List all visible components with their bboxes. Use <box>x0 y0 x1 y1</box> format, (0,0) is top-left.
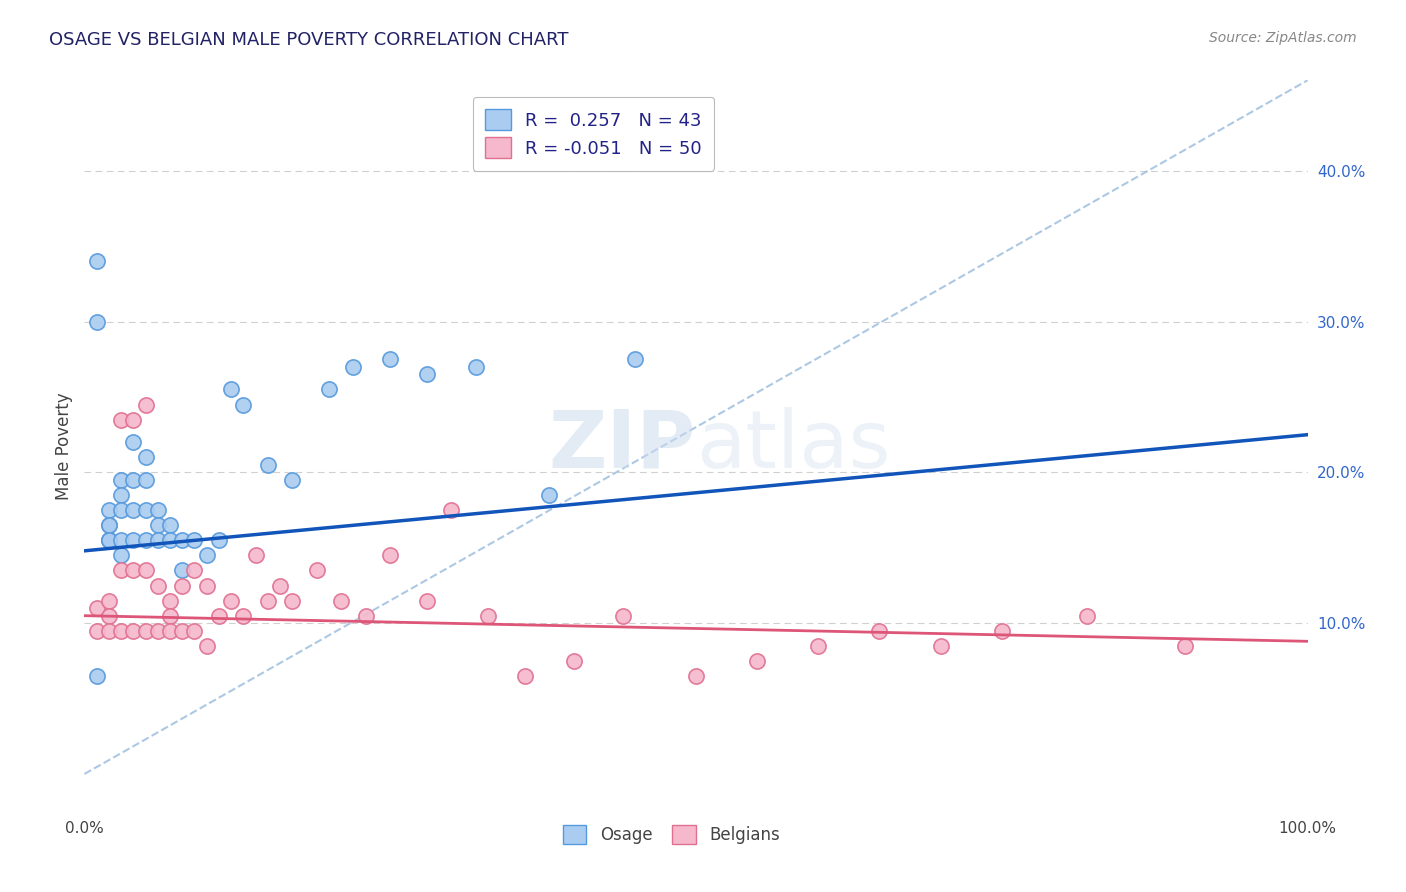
Point <box>110 488 132 502</box>
Point <box>195 578 218 592</box>
Point <box>624 352 647 367</box>
Point <box>538 488 561 502</box>
Point <box>232 398 254 412</box>
Point <box>122 435 145 450</box>
Point <box>97 533 120 548</box>
Point <box>183 624 205 638</box>
Point <box>257 593 280 607</box>
Point <box>612 608 634 623</box>
Point <box>135 624 157 638</box>
Text: OSAGE VS BELGIAN MALE POVERTY CORRELATION CHART: OSAGE VS BELGIAN MALE POVERTY CORRELATIO… <box>49 31 568 49</box>
Point <box>97 518 120 533</box>
Point <box>122 563 145 577</box>
Point <box>195 549 218 563</box>
Point <box>146 624 169 638</box>
Point <box>110 473 132 487</box>
Point <box>146 578 169 592</box>
Point <box>257 458 280 472</box>
Point <box>245 549 267 563</box>
Point <box>135 473 157 487</box>
Point <box>122 503 145 517</box>
Point <box>464 359 486 374</box>
Point <box>159 608 181 623</box>
Point <box>342 359 364 374</box>
Point <box>685 669 707 683</box>
Point <box>122 533 145 548</box>
Point <box>159 518 181 533</box>
Text: Source: ZipAtlas.com: Source: ZipAtlas.com <box>1209 31 1357 45</box>
Point <box>97 608 120 623</box>
Point <box>208 533 231 548</box>
Point <box>110 412 132 426</box>
Point <box>562 654 585 668</box>
Point <box>110 563 132 577</box>
Point <box>86 669 108 683</box>
Point <box>440 503 463 517</box>
Point <box>172 533 194 548</box>
Point <box>110 549 132 563</box>
Y-axis label: Male Poverty: Male Poverty <box>55 392 73 500</box>
Point <box>146 533 169 548</box>
Point <box>1076 608 1098 623</box>
Point <box>281 593 304 607</box>
Point <box>146 503 169 517</box>
Point <box>513 669 536 683</box>
Point <box>122 473 145 487</box>
Point <box>219 383 242 397</box>
Point <box>135 533 157 548</box>
Point <box>86 624 108 638</box>
Point <box>86 601 108 615</box>
Point <box>416 593 439 607</box>
Point <box>97 533 120 548</box>
Point <box>97 503 120 517</box>
Point <box>330 593 353 607</box>
Point <box>318 383 340 397</box>
Point <box>122 412 145 426</box>
Point <box>380 549 402 563</box>
Point <box>183 563 205 577</box>
Point <box>219 593 242 607</box>
Point <box>172 563 194 577</box>
Point <box>110 533 132 548</box>
Point <box>159 533 181 548</box>
Point <box>208 608 231 623</box>
Point <box>281 473 304 487</box>
Point <box>183 533 205 548</box>
Point <box>1174 639 1197 653</box>
Point <box>416 368 439 382</box>
Point <box>305 563 328 577</box>
Point <box>380 352 402 367</box>
Point <box>122 624 145 638</box>
Point <box>97 533 120 548</box>
Point <box>135 503 157 517</box>
Point <box>807 639 830 653</box>
Text: ZIP: ZIP <box>548 407 696 485</box>
Point <box>97 518 120 533</box>
Point <box>135 450 157 465</box>
Point <box>159 624 181 638</box>
Point <box>269 578 291 592</box>
Point <box>477 608 499 623</box>
Point <box>159 593 181 607</box>
Point <box>195 639 218 653</box>
Point <box>97 593 120 607</box>
Point <box>146 518 169 533</box>
Point <box>929 639 952 653</box>
Point <box>97 624 120 638</box>
Point <box>869 624 891 638</box>
Point <box>172 578 194 592</box>
Point <box>110 503 132 517</box>
Legend: Osage, Belgians: Osage, Belgians <box>557 818 786 851</box>
Point <box>232 608 254 623</box>
Point <box>110 624 132 638</box>
Point <box>354 608 377 623</box>
Point <box>135 398 157 412</box>
Point <box>86 315 108 329</box>
Point <box>991 624 1014 638</box>
Point <box>747 654 769 668</box>
Point <box>86 254 108 268</box>
Point <box>135 563 157 577</box>
Point <box>172 624 194 638</box>
Text: atlas: atlas <box>696 407 890 485</box>
